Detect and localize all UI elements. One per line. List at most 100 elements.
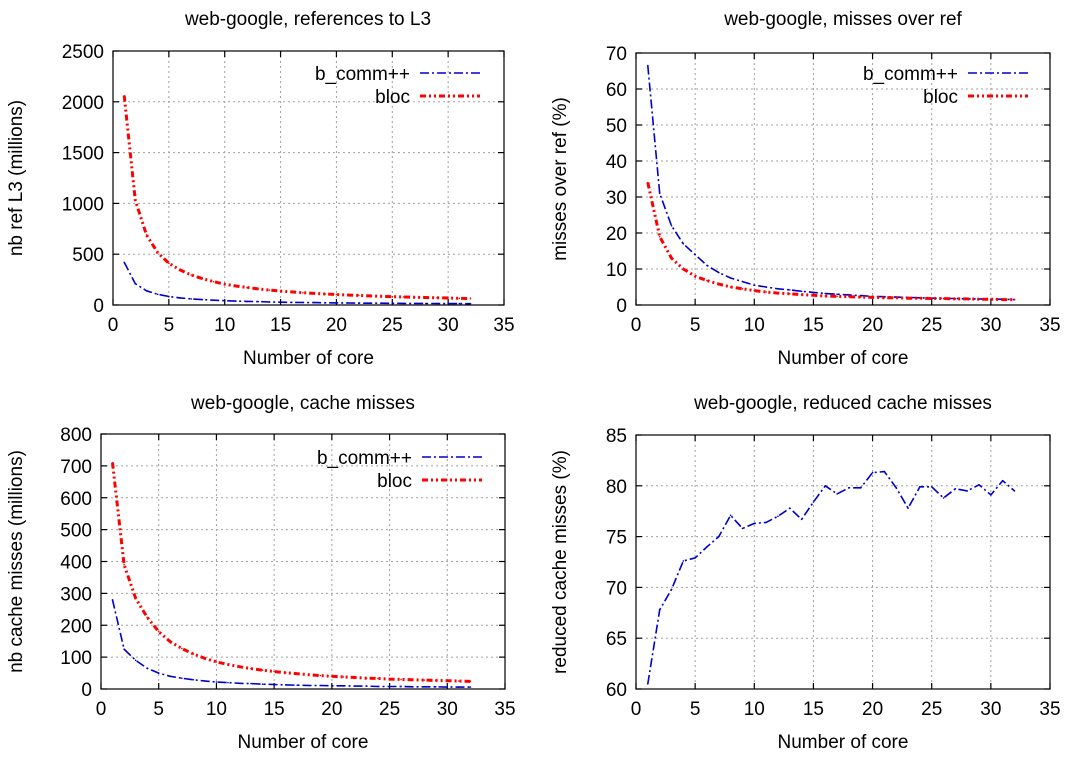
x-tick-label: 25 bbox=[921, 315, 942, 336]
data-point bbox=[212, 280, 215, 283]
data-point bbox=[919, 297, 921, 299]
x-tick-label: 0 bbox=[631, 315, 642, 336]
y-tick-label: 700 bbox=[60, 457, 92, 478]
y-tick-label: 10 bbox=[606, 260, 627, 281]
data-point bbox=[469, 302, 472, 305]
data-point bbox=[246, 286, 248, 289]
data-point bbox=[296, 684, 299, 686]
data-point bbox=[380, 295, 382, 298]
data-point bbox=[134, 282, 137, 285]
x-tick-label: 35 bbox=[1039, 315, 1060, 336]
y-tick-label: 50 bbox=[606, 116, 627, 137]
data-point bbox=[800, 518, 803, 521]
data-point bbox=[741, 280, 744, 283]
data-point bbox=[682, 268, 685, 270]
data-point bbox=[181, 677, 183, 679]
data-point bbox=[469, 297, 472, 300]
data-point bbox=[302, 291, 304, 294]
data-point bbox=[954, 298, 957, 300]
x-tick-label: 30 bbox=[437, 699, 458, 720]
data-point bbox=[434, 685, 437, 688]
x-tick-label: 10 bbox=[206, 699, 227, 720]
data-point bbox=[836, 293, 838, 296]
data-point bbox=[157, 630, 160, 633]
series-line-0 bbox=[647, 470, 1016, 685]
data-point bbox=[273, 670, 275, 673]
data-point bbox=[250, 667, 252, 670]
y-tick-label: 0 bbox=[93, 296, 104, 317]
data-point bbox=[859, 487, 862, 489]
y-tick-label: 70 bbox=[606, 44, 627, 65]
data-point bbox=[954, 488, 957, 490]
data-point bbox=[836, 493, 838, 495]
x-tick-label: 25 bbox=[379, 699, 400, 720]
chart-title: web-google, references to L3 bbox=[184, 9, 431, 30]
data-point bbox=[469, 686, 472, 688]
data-point bbox=[777, 292, 779, 294]
data-point bbox=[741, 527, 744, 530]
data-point bbox=[788, 289, 791, 291]
data-point bbox=[777, 288, 779, 290]
data-point bbox=[123, 94, 125, 97]
x-tick-label: 30 bbox=[980, 315, 1001, 336]
data-point bbox=[365, 677, 368, 679]
data-point bbox=[357, 294, 360, 297]
data-point bbox=[812, 291, 815, 294]
data-point bbox=[446, 686, 449, 688]
data-point bbox=[123, 648, 125, 650]
x-tick-label: 15 bbox=[264, 699, 285, 720]
y-tick-label: 2500 bbox=[62, 42, 104, 63]
data-point bbox=[836, 295, 838, 298]
data-point bbox=[413, 302, 416, 305]
data-point bbox=[919, 486, 921, 488]
x-axis-label: Number of core bbox=[243, 348, 374, 369]
plot-frame bbox=[635, 52, 1051, 306]
data-point bbox=[402, 302, 405, 305]
data-point bbox=[307, 684, 310, 687]
data-point bbox=[718, 271, 720, 274]
data-point bbox=[388, 685, 391, 688]
data-point bbox=[111, 598, 114, 601]
data-point bbox=[156, 251, 159, 254]
data-point bbox=[192, 678, 195, 681]
data-point bbox=[883, 470, 886, 473]
x-tick-label: 10 bbox=[214, 315, 235, 336]
data-point bbox=[458, 680, 460, 682]
data-point bbox=[257, 300, 260, 303]
data-point bbox=[694, 557, 696, 559]
legend-label: b_comm++ bbox=[863, 64, 958, 85]
data-point bbox=[365, 685, 368, 687]
data-point bbox=[647, 683, 649, 685]
data-point bbox=[930, 486, 933, 488]
data-point bbox=[469, 680, 472, 683]
data-point bbox=[413, 296, 416, 299]
series-line-bloc bbox=[122, 95, 471, 300]
data-point bbox=[134, 659, 137, 662]
data-point bbox=[800, 293, 803, 296]
data-point bbox=[658, 608, 661, 611]
chart-panel-2: 0 5 10 15 20 25 30 35 0 10 20 30 40 50 60 70 web-google,… bbox=[550, 9, 1061, 369]
data-point bbox=[324, 293, 327, 295]
data-point bbox=[331, 675, 333, 678]
data-point bbox=[824, 292, 827, 295]
data-point bbox=[279, 301, 282, 303]
data-point bbox=[204, 680, 206, 682]
data-point bbox=[156, 293, 159, 296]
data-point bbox=[824, 295, 827, 297]
data-point bbox=[425, 302, 427, 305]
data-point bbox=[261, 683, 264, 686]
data-point bbox=[279, 290, 282, 292]
x-tick-label: 10 bbox=[744, 699, 765, 720]
data-point bbox=[670, 588, 673, 591]
data-point bbox=[146, 616, 148, 619]
data-point bbox=[765, 521, 767, 524]
data-point bbox=[411, 678, 414, 681]
data-point bbox=[388, 678, 391, 680]
data-point bbox=[895, 297, 898, 299]
data-point bbox=[111, 461, 114, 464]
data-point bbox=[434, 679, 437, 682]
data-point bbox=[157, 672, 160, 674]
y-tick-label: 70 bbox=[606, 578, 627, 599]
data-point bbox=[257, 288, 260, 290]
data-point bbox=[425, 296, 427, 299]
